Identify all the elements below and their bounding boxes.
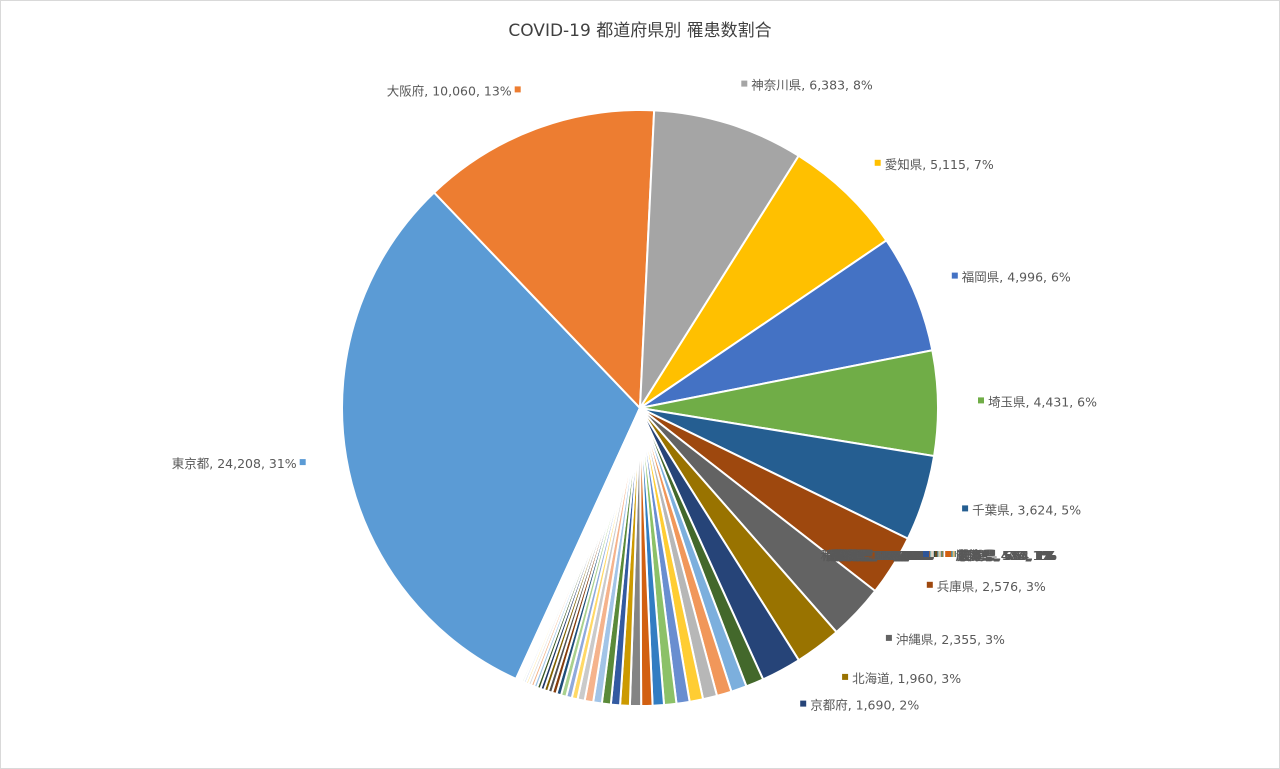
- data-label-京都府: 京都府, 1,690, 2%: [800, 698, 919, 713]
- data-label-text: 北海道, 1,960, 3%: [852, 671, 961, 686]
- data-label-text: 愛媛県, 180, 0%: [830, 548, 927, 563]
- data-label-text: 埼玉県, 4,431, 6%: [988, 394, 1097, 409]
- data-label-text: 宮崎県, 365, 0%: [835, 548, 932, 563]
- label-legend-key: [978, 397, 984, 404]
- pie-slice-愛知県: [639, 154, 888, 409]
- data-label-text: 東京都, 24,208, 31%: [172, 456, 297, 471]
- data-label-text: 熊本県, 570, 1%: [958, 548, 1055, 563]
- data-label-text: 茨城県, 625, 1%: [959, 548, 1056, 563]
- data-label-岩手県: 岩手県, 17, 0%: [831, 548, 929, 563]
- data-label-text: 島根県, 60, 0%: [831, 548, 920, 563]
- data-label-text: 大分県, 140, 0%: [828, 548, 925, 563]
- data-label-text: 徳島県, 90, 0%: [833, 548, 922, 563]
- data-label-text: 長崎県, 130, 0%: [827, 548, 924, 563]
- data-label-大阪府: 大阪府, 10,060, 13%: [387, 83, 521, 98]
- data-label-text: 兵庫県, 2,576, 3%: [937, 579, 1046, 594]
- data-label-text: 岡山県, 110, 0%: [826, 548, 923, 563]
- data-label-text: 石川県, 754, 1%: [960, 548, 1057, 563]
- data-label-text: 山口県, 190, 0%: [831, 548, 928, 563]
- data-label-愛知県: 愛知県, 5,115, 7%: [874, 157, 994, 172]
- data-label-text: 福井県, 170, 0%: [830, 548, 927, 563]
- data-label-text: 滋賀県, 478, 1%: [956, 548, 1053, 563]
- label-legend-key: [945, 551, 952, 557]
- label-legend-key: [951, 272, 958, 279]
- data-label-福岡県: 福岡県, 4,996, 6%: [951, 270, 1071, 285]
- data-label-広島県: 広島県, 476, 1%: [945, 548, 1052, 563]
- data-label-text: 長野県, 301, 0%: [834, 548, 931, 563]
- data-label-text: 富山県, 410, 1%: [837, 548, 934, 563]
- data-label-text: 香川県, 150, 0%: [829, 548, 926, 563]
- label-legend-key: [514, 86, 521, 93]
- data-label-千葉県: 千葉県, 3,624, 5%: [962, 502, 1081, 517]
- label-legend-key: [885, 634, 892, 641]
- data-label-text: 群馬県, 663, 1%: [959, 548, 1056, 563]
- data-label-text: 千葉県, 3,624, 5%: [972, 502, 1081, 517]
- label-legend-key: [299, 459, 306, 466]
- pie-slice-神奈川県: [638, 109, 801, 412]
- data-label-text: 岐阜県, 597, 1%: [958, 548, 1055, 563]
- label-legend-key: [842, 673, 849, 680]
- data-label-text: 岩手県, 17, 0%: [831, 548, 920, 563]
- label-legend-key: [926, 581, 933, 588]
- data-label-text: 高知県, 120, 0%: [827, 548, 924, 563]
- data-label-埼玉県: 埼玉県, 4,431, 6%: [978, 394, 1097, 409]
- label-legend-key: [874, 159, 881, 166]
- pie-slice-東京都: [340, 191, 642, 681]
- data-label-text: 愛知県, 5,115, 7%: [885, 157, 994, 172]
- data-label-text: 静岡県, 522, 1%: [956, 548, 1053, 563]
- chart-title: COVID-19 都道府県別 罹患数割合: [508, 21, 772, 41]
- data-label-text: 福島県, 200, 0%: [832, 548, 929, 563]
- data-label-text: 栃木県, 387, 0%: [836, 548, 933, 563]
- data-label-text: 山梨県, 160, 0%: [829, 548, 926, 563]
- data-label-沖縄県: 沖縄県, 2,355, 3%: [885, 632, 1005, 647]
- data-label-text: 奈良県, 554, 1%: [957, 548, 1054, 563]
- data-label-text: 京都府, 1,690, 2%: [810, 698, 919, 713]
- data-label-text: 大阪府, 10,060, 13%: [387, 83, 512, 98]
- data-label-text: 秋田県, 70, 0%: [832, 548, 921, 563]
- data-label-text: 神奈川県, 6,383, 8%: [751, 78, 873, 93]
- data-label-text: 鳥取県, 30, 0%: [831, 548, 920, 563]
- data-label-text: 沖縄県, 2,355, 3%: [896, 632, 1005, 647]
- data-label-text: 和歌山県, 238, 0%: [820, 548, 930, 563]
- label-legend-key: [923, 551, 929, 557]
- data-label-text: 新潟県, 226, 0%: [832, 548, 929, 563]
- data-label-東京都: 東京都, 24,208, 31%: [172, 456, 306, 471]
- pie-slice-岩手県: [514, 407, 641, 681]
- data-label-text: 青森県, 100, 0%: [826, 548, 923, 563]
- data-label-text: 佐賀県, 245, 0%: [833, 548, 930, 563]
- label-legend-key: [800, 700, 807, 707]
- data-label-text: 宮城県, 361, 0%: [835, 548, 932, 563]
- data-label-北海道: 北海道, 1,960, 3%: [842, 671, 961, 686]
- label-legend-key: [741, 80, 748, 87]
- data-label-text: 鹿児島県, 377, 0%: [823, 548, 933, 563]
- pie-slice-福岡県: [639, 239, 934, 409]
- data-label-神奈川県: 神奈川県, 6,383, 8%: [741, 78, 873, 93]
- label-legend-key: [962, 505, 969, 512]
- data-label-text: 広島県, 476, 1%: [955, 548, 1052, 563]
- pie-slice-大阪府: [432, 109, 656, 411]
- data-label-text: 福岡県, 4,996, 6%: [962, 270, 1071, 285]
- data-label-兵庫県: 兵庫県, 2,576, 3%: [926, 579, 1046, 594]
- data-label-text: 山形県, 80, 0%: [832, 548, 921, 563]
- data-label-text: 三重県, 471, 1%: [838, 548, 935, 563]
